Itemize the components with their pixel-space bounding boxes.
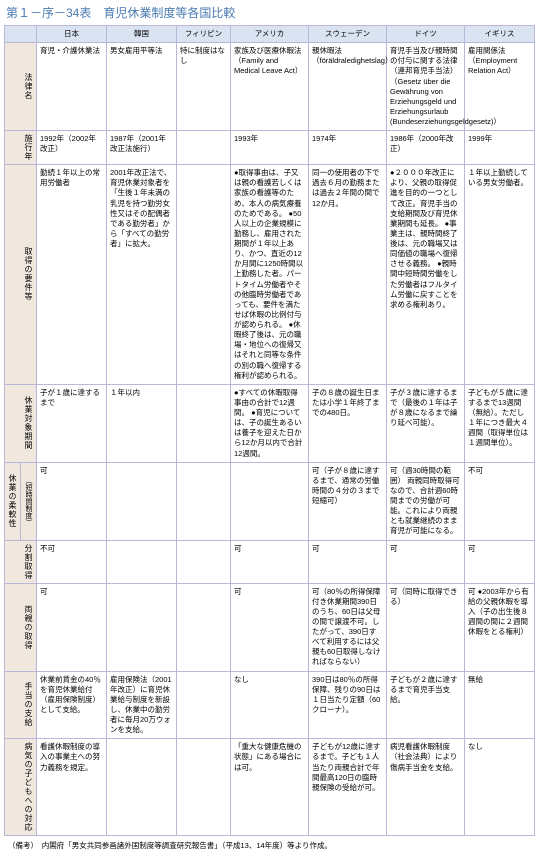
cell: 子が１歳に達するまで: [37, 384, 107, 462]
cell: 可 ●2003年から有給の父親休暇を導入（子の出生後８週間の間に２週間休暇をとる…: [465, 583, 535, 671]
row-law-name: 法律名 育児・介護休業法 男女雇用平等法 特に制度はなし 家族及び医療休暇法（F…: [5, 43, 535, 131]
cell: 雇用保険法（2001年改正）に育児休業給与制度を新設し、休業中の勤労者に毎月20…: [107, 671, 177, 739]
cell: 1999年: [465, 131, 535, 165]
cell: 可（週30時間の範囲） 両親同時取得可なので、合計週60時間までの労働が可能。こ…: [387, 462, 465, 540]
col-uk: イギリス: [465, 26, 535, 43]
row-period: 休業対象期間 子が１歳に達するまで １年以内 ●すべての休暇取得事由の合計で12…: [5, 384, 535, 462]
col-kr: 韓国: [107, 26, 177, 43]
row-both: 両親の取得 可 可 可（80％の所得保障付き休業期間390日のうち、60日は父母…: [5, 583, 535, 671]
cell: 可: [37, 583, 107, 671]
row-label-sick: 病気の子どもへの対応: [5, 739, 37, 836]
row-label-flex: 休業の柔軟性: [5, 462, 21, 540]
row-sick: 病気の子どもへの対応 看護休暇制度の導入の事業主への努力義務を規定。 「重大な健…: [5, 739, 535, 836]
cell: 子が３歳に達するまで（最後の１年は子が８歳になるまで繰り延べ可能）。: [387, 384, 465, 462]
cell: 可: [309, 540, 387, 583]
col-se: スウェーデン: [309, 26, 387, 43]
cell: 1986年（2000年改正）: [387, 131, 465, 165]
cell: [107, 540, 177, 583]
cell: 1987年（2001年改正法施行）: [107, 131, 177, 165]
col-us: アメリカ: [231, 26, 309, 43]
row-flex: 休業の柔軟性 （短時間制度） 可 可（子が８歳に達するまで、通常の労働時間の４分…: [5, 462, 535, 540]
cell: [177, 671, 231, 739]
cell: 可: [387, 540, 465, 583]
cell: 1993年: [231, 131, 309, 165]
cell: [107, 583, 177, 671]
cell: ●取得事由は、子又は親の看護若しくは家族の看護等のため、本人の病気療養のためであ…: [231, 165, 309, 385]
cell: [177, 540, 231, 583]
cell: 育児・介護休業法: [37, 43, 107, 131]
cell: 可: [37, 462, 107, 540]
cell: [177, 462, 231, 540]
cell: 390日は80％の所得保障、残りの90日は１日当たり定額（60クローナ）。: [309, 671, 387, 739]
corner-cell: [5, 26, 37, 43]
cell: 勤続１年以上の常用労働者: [37, 165, 107, 385]
row-split: 分割取得 不可 可 可 可 可: [5, 540, 535, 583]
cell: 休業前賃金の40％を育児休業給付（雇用保険制度）として支給。: [37, 671, 107, 739]
cell: 看護休暇制度の導入の事業主への努力義務を規定。: [37, 739, 107, 836]
cell: 子どもが２歳に達するまで育児手当支給。: [387, 671, 465, 739]
cell: 可（同時に取得できる）: [387, 583, 465, 671]
cell: 可（80％の所得保障付き休業期間390日のうち、60日は父母の間で譲渡不可。した…: [309, 583, 387, 671]
cell: [177, 131, 231, 165]
cell: 家族及び医療休暇法（Family and Medical Leave Act）: [231, 43, 309, 131]
comparison-table: 日本 韓国 フィリピン アメリカ スウェーデン ドイツ イギリス 法律名 育児・…: [4, 25, 535, 836]
cell: [107, 739, 177, 836]
table-title: 第１－序－34表 育児休業制度等各国比較: [4, 4, 535, 21]
cell: 子の８歳の誕生日または小学１年終了までの480日。: [309, 384, 387, 462]
row-label-both: 両親の取得: [5, 583, 37, 671]
cell: [177, 739, 231, 836]
cell: 2001年改正法で、育児休業対象者を「生後１年未満の乳児を持つ勤労女性又はその配…: [107, 165, 177, 385]
cell: [177, 165, 231, 385]
cell: 無給: [465, 671, 535, 739]
row-enacted: 施行年 1992年（2002年改正） 1987年（2001年改正法施行） 199…: [5, 131, 535, 165]
cell: 可: [231, 540, 309, 583]
col-jp: 日本: [37, 26, 107, 43]
cell: 男女雇用平等法: [107, 43, 177, 131]
cell: 親休暇法（föräldraledighetslag）: [309, 43, 387, 131]
cell: 可: [231, 583, 309, 671]
cell: 病児看護休暇制度（社会法典）により傷病手当金を支給。: [387, 739, 465, 836]
cell: 特に制度はなし: [177, 43, 231, 131]
cell: 「重大な健康危機の状態」にある場合には可。: [231, 739, 309, 836]
row-label-flex-sub: （短時間制度）: [21, 462, 37, 540]
cell: [177, 384, 231, 462]
row-req: 取得の要件等 勤続１年以上の常用労働者 2001年改正法で、育児休業対象者を「生…: [5, 165, 535, 385]
row-allow: 手当の支給 休業前賃金の40％を育児休業給付（雇用保険制度）として支給。 雇用保…: [5, 671, 535, 739]
row-label-req: 取得の要件等: [5, 165, 37, 385]
cell: １年以内: [107, 384, 177, 462]
cell: ●すべての休暇取得事由の合計で12週間。 ●育児については、子の誕生あるいは養子…: [231, 384, 309, 462]
cell: [107, 462, 177, 540]
cell: ●２０００年改正により、父親の取得促進を目的の一つとして改正。育児手当の支給期間…: [387, 165, 465, 385]
row-label-allow: 手当の支給: [5, 671, 37, 739]
cell: 子どもが12歳に達するまで。子ども１人当たり両親合計で年間最高120日の臨時親保…: [309, 739, 387, 836]
cell: 1992年（2002年改正）: [37, 131, 107, 165]
cell: 1974年: [309, 131, 387, 165]
cell: 可: [465, 540, 535, 583]
header-row: 日本 韓国 フィリピン アメリカ スウェーデン ドイツ イギリス: [5, 26, 535, 43]
cell: １年以上勤続している男女労働者。: [465, 165, 535, 385]
row-label-law: 法律名: [5, 43, 37, 131]
cell: 不可: [37, 540, 107, 583]
cell: 子どもが５歳に達するまで13週間（無給）。ただし１年につき最大４週間（取得単位は…: [465, 384, 535, 462]
cell: なし: [231, 671, 309, 739]
col-ph: フィリピン: [177, 26, 231, 43]
footnote: （備考） 内閣府「男女共同参画諸外国制度等調査研究報告書」（平成13、14年度）…: [4, 840, 535, 851]
cell: 育児手当及び親時間の付与に関する法律（連邦育児手当法）（Gesetz über …: [387, 43, 465, 131]
cell: 可（子が８歳に達するまで、通常の労働時間の４分の３まで短縮可）: [309, 462, 387, 540]
row-label-enacted: 施行年: [5, 131, 37, 165]
cell: 不可: [465, 462, 535, 540]
cell: [231, 462, 309, 540]
cell: [177, 583, 231, 671]
cell: 同一の使用者の下で過去６月の勤務または過去２年間の間で12か月。: [309, 165, 387, 385]
col-de: ドイツ: [387, 26, 465, 43]
cell: なし: [465, 739, 535, 836]
row-label-split: 分割取得: [5, 540, 37, 583]
row-label-period: 休業対象期間: [5, 384, 37, 462]
